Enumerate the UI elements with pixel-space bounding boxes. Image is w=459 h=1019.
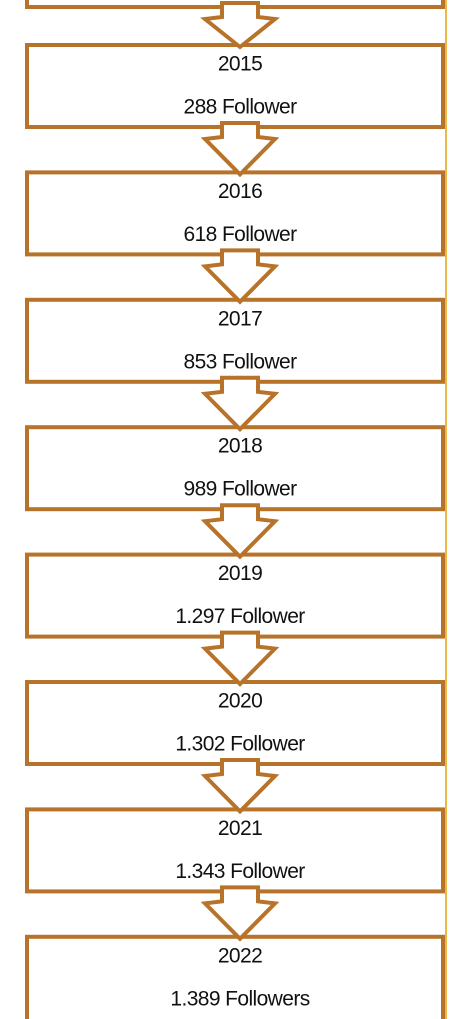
year-label: 2019 [218,562,262,585]
follower-label: 853 Follower [183,350,297,373]
flow-arrow [200,503,280,560]
flow-arrow [200,248,280,305]
year-box [25,297,445,384]
arrows [200,1,280,942]
year-label: 2016 [218,180,262,203]
year-box [25,425,445,512]
year-box [25,807,445,894]
flow-arrow [200,375,280,433]
flow-arrow [200,630,280,687]
year-box [25,934,445,1019]
year-label: 2018 [218,435,262,458]
year-label: 2022 [218,944,262,967]
follower-label: 989 Follower [183,478,297,501]
follower-label: 1.343 Follower [175,860,305,883]
year-box [25,680,445,766]
flow-arrow [200,121,280,178]
follower-label: 1.389 Followers [170,987,309,1010]
follower-label: 618 Follower [183,223,297,246]
year-label: 2021 [218,817,262,840]
flow-arrow [200,758,280,815]
boxes [25,43,445,1019]
year-label: 2017 [218,307,262,330]
follower-label: 1.297 Follower [175,605,305,628]
follower-label: 1.302 Follower [175,733,305,756]
follower-label: 288 Follower [183,96,297,119]
year-label: 2015 [218,53,262,76]
flow-arrow [200,1,280,50]
labels: 2015 288 Follower 2016 618 Follower 2017 853 … [170,53,310,1011]
year-label: 2020 [218,690,262,713]
flow-arrow [200,885,280,942]
